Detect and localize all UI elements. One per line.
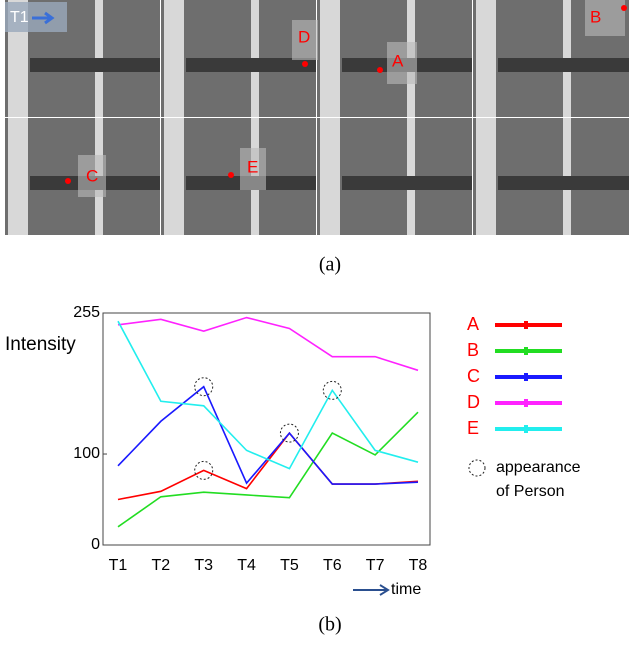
figure: T1 D A B C E (a) Intensity time (b) 0 100…: [0, 0, 629, 644]
series-line: [118, 321, 418, 468]
legend-label: C: [467, 366, 480, 386]
legend-label: B: [467, 340, 479, 360]
y-tick-label: 255: [73, 304, 100, 321]
x-axis-label: time: [391, 581, 421, 598]
x-tick-label: T3: [194, 557, 213, 574]
legend-marker: [524, 321, 528, 329]
x-tick-label: T8: [409, 557, 428, 574]
y-tick-label: 0: [91, 536, 100, 553]
annotation-text: appearance: [496, 459, 581, 476]
marker-label: C: [86, 166, 98, 185]
legend-marker: [524, 399, 528, 407]
x-tick-label: T2: [152, 557, 171, 574]
y-axis-label: Intensity: [5, 334, 76, 355]
x-tick-label: T1: [109, 557, 128, 574]
caption: (b): [318, 614, 341, 636]
photo-grid: T1 D A B C E: [5, 0, 629, 235]
series-line: [118, 433, 418, 499]
marker-label: E: [247, 157, 258, 176]
plot-frame: [103, 313, 430, 545]
annotation-text: of Person: [496, 483, 564, 500]
legend-marker: [524, 425, 528, 433]
x-arrow: [353, 585, 388, 595]
legend-label: E: [467, 418, 479, 438]
x-tick-label: T5: [280, 557, 299, 574]
legend-label: A: [467, 314, 479, 334]
legend-marker: [524, 373, 528, 381]
marker-label: B: [590, 7, 601, 26]
legend-circle: [469, 460, 485, 476]
caption: (a): [319, 254, 341, 276]
frame-label: T1: [10, 9, 29, 26]
marker-label: A: [392, 51, 404, 70]
series-line: [118, 318, 418, 371]
x-tick-label: T7: [366, 557, 385, 574]
legend-label: D: [467, 392, 480, 412]
y-tick-label: 100: [73, 445, 100, 462]
series-line: [118, 412, 418, 527]
marker-label: D: [298, 27, 310, 46]
legend-marker: [524, 347, 528, 355]
x-tick-label: T6: [323, 557, 342, 574]
x-tick-label: T4: [237, 557, 256, 574]
